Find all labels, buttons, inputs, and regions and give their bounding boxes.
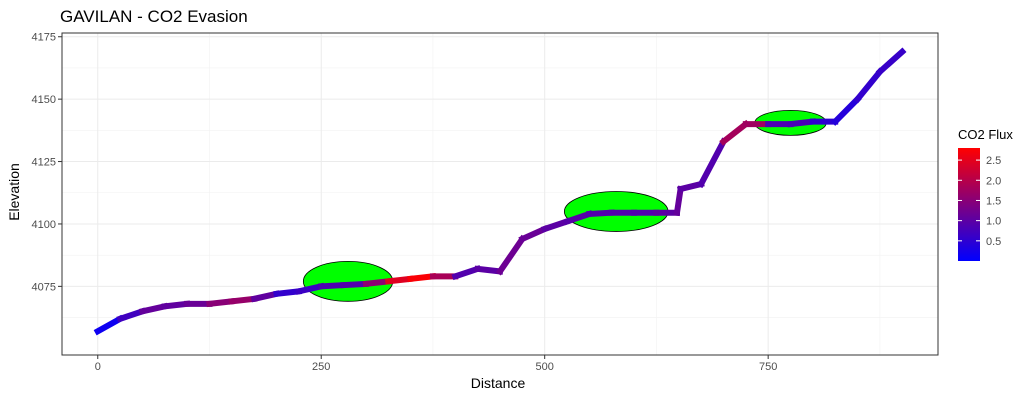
legend-tick-label: 2.5 (986, 155, 1001, 167)
line-segment (228, 295, 258, 305)
x-axis-title: Distance (471, 375, 526, 391)
line-segment (116, 307, 147, 323)
line-segment (719, 119, 751, 146)
line-segment (206, 298, 236, 308)
line-segment (474, 265, 504, 275)
y-tick-label: 4100 (32, 219, 56, 231)
legend-ticks: 0.5 1.0 1.5 2.0 2.5 (958, 155, 1001, 248)
line-segment (407, 273, 437, 283)
y-tick-label: 4125 (32, 157, 56, 169)
line-segment (138, 302, 169, 315)
line-segment (250, 290, 281, 303)
line-segment (384, 275, 414, 285)
line-segment (362, 278, 392, 288)
line-segment (787, 118, 817, 128)
legend-title: CO2 Flux (958, 127, 1013, 142)
grid-major (62, 33, 938, 355)
line-segment (673, 185, 684, 217)
flux-line (93, 47, 907, 336)
y-axis: 4075 4100 4125 4150 4175 (32, 32, 62, 293)
y-tick-label: 4150 (32, 94, 56, 106)
plot-border (61, 32, 939, 356)
chart-title: GAVILAN - CO2 Evasion (60, 7, 248, 26)
x-axis: 0 250 500 750 (95, 355, 777, 373)
line-segment (586, 209, 615, 218)
line-segment (830, 94, 862, 126)
legend: CO2 Flux 0.5 1.0 1.5 2.0 2.5 (958, 127, 1013, 261)
line-segment (273, 288, 303, 298)
line-segment (540, 217, 571, 233)
line-segment (451, 265, 482, 281)
legend-tick-label: 0.5 (986, 236, 1001, 248)
x-tick-label: 0 (95, 361, 101, 373)
y-tick-label: 4075 (32, 281, 56, 293)
legend-colorbar (958, 148, 980, 261)
x-tick-label: 750 (759, 361, 777, 373)
x-tick-label: 250 (312, 361, 330, 373)
line-segment (318, 281, 347, 290)
line-segment (495, 234, 527, 276)
line-segment (853, 67, 885, 104)
line-segment (697, 137, 728, 189)
y-tick-label: 4175 (32, 32, 56, 44)
line-segment (93, 314, 125, 336)
line-segment (518, 224, 549, 243)
legend-tick-label: 1.5 (986, 195, 1001, 207)
line-segment (875, 47, 907, 76)
line-segment (161, 300, 191, 310)
y-axis-title: Elevation (6, 163, 22, 221)
grid-minor (62, 33, 938, 355)
line-segment (563, 210, 594, 226)
plot-area (61, 32, 939, 356)
line-segment (340, 280, 370, 289)
line-segment (295, 282, 325, 295)
x-tick-label: 500 (536, 361, 554, 373)
legend-tick-label: 2.0 (986, 175, 1001, 187)
legend-tick-label: 1.0 (986, 216, 1001, 228)
